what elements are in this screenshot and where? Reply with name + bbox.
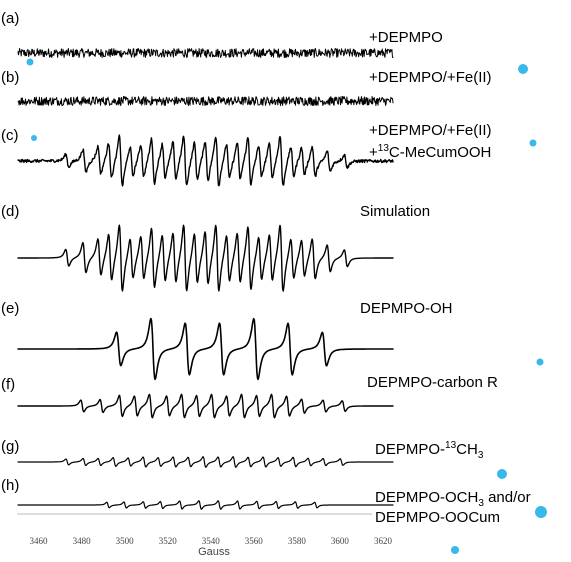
panel-h: (h) DEPMPO-OCH3 and/or DEPMPO-OOCum [1, 477, 531, 526]
trace-c [17, 134, 394, 187]
panel-f: (f) DEPMPO-carbon R [1, 374, 498, 419]
decor-dot [535, 506, 547, 518]
trace-h [17, 500, 394, 510]
panel-letter: (b) [1, 69, 19, 86]
x-tick-label: 3620 [374, 536, 393, 546]
decor-dot [529, 139, 537, 147]
trace-label: DEPMPO-OOCum [375, 509, 500, 526]
trace-label-och3: DEPMPO-OCH3 and/or [375, 489, 531, 509]
trace-b [17, 96, 394, 106]
panel-letter: (a) [1, 10, 19, 27]
panel-d: (d) Simulation [1, 203, 430, 292]
trace-label-13c: +13C-MeCumOOH [369, 143, 491, 161]
trace-label-13ch3: DEPMPO-13CH3 [375, 440, 484, 461]
x-tick-label: 3500 [116, 536, 135, 546]
panel-letter: (c) [1, 127, 19, 144]
x-tick-labels: 3460 3480 3500 3520 3540 3560 3580 3600 3620 [30, 536, 393, 546]
panel-letter: (e) [1, 300, 19, 317]
decor-dot [536, 358, 544, 366]
trace-label: Simulation [360, 203, 430, 220]
panel-e: (e) DEPMPO-OH [1, 300, 453, 381]
panel-a: (a) +DEPMPO [1, 10, 443, 58]
x-tick-label: 3460 [30, 536, 49, 546]
panel-c: (c) +DEPMPO/+Fe(II) +13C-MeCumOOH [1, 122, 492, 187]
x-tick-label: 3480 [73, 536, 92, 546]
panel-b: (b) +DEPMPO/+Fe(II) [1, 69, 492, 106]
trace-label: DEPMPO-carbon R [367, 374, 498, 391]
panel-letter: (g) [1, 438, 19, 455]
x-tick-label: 3560 [245, 536, 264, 546]
decor-dot [518, 64, 528, 74]
trace-label: +DEPMPO [369, 29, 443, 46]
decor-dot [451, 546, 459, 554]
decorative-dots [26, 58, 547, 554]
panel-g: (g) DEPMPO-13CH3 [1, 438, 484, 468]
trace-label: +DEPMPO/+Fe(II) [369, 122, 492, 139]
x-tick-label: 3600 [331, 536, 350, 546]
x-axis-title: Gauss [198, 546, 230, 558]
x-tick-label: 3580 [288, 536, 307, 546]
trace-d [17, 224, 394, 292]
trace-f [17, 393, 394, 419]
panel-letter: (f) [1, 376, 15, 393]
panel-letter: (h) [1, 477, 19, 494]
panel-letter: (d) [1, 203, 19, 220]
x-tick-label: 3520 [159, 536, 178, 546]
decor-dot [31, 135, 37, 141]
decor-dot [26, 58, 34, 66]
trace-e [17, 317, 394, 381]
trace-label: DEPMPO-OH [360, 300, 453, 317]
trace-label: +DEPMPO/+Fe(II) [369, 69, 492, 86]
x-axis: 3460 3480 3500 3520 3540 3560 3580 3600 3620 Gau… [17, 513, 393, 558]
trace-a [17, 48, 394, 58]
x-tick-label: 3540 [202, 536, 221, 546]
trace-g [17, 456, 394, 468]
decor-dot [497, 469, 507, 479]
